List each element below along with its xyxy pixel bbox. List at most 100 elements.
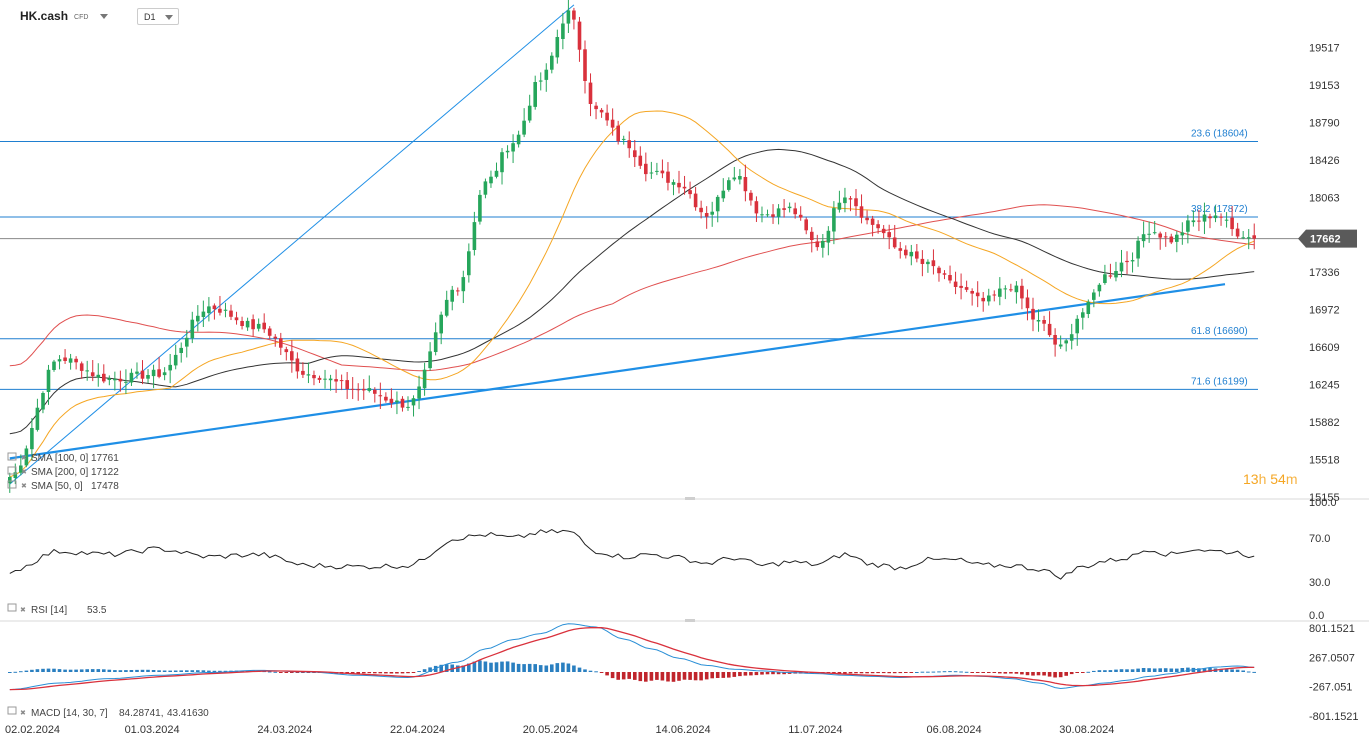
macd-histogram-bar xyxy=(168,670,172,672)
trendline-support xyxy=(9,283,1226,460)
candle-body xyxy=(24,448,29,466)
candle-body xyxy=(693,193,698,208)
macd-histogram-bar xyxy=(46,668,51,672)
candle-body xyxy=(1141,234,1146,242)
chevron-down-icon[interactable] xyxy=(100,13,109,19)
candle-body xyxy=(1136,240,1140,259)
candle-body xyxy=(323,378,327,380)
candle-body xyxy=(339,380,344,382)
candle-body xyxy=(185,337,189,347)
candle-body xyxy=(1224,219,1229,221)
macd-histogram-bar xyxy=(572,665,576,672)
macd-tick-label: 267.0507 xyxy=(1309,652,1355,664)
macd-histogram-bar xyxy=(1152,668,1157,672)
sma-200-line xyxy=(9,204,1255,372)
countdown-minutes-unit: m xyxy=(1285,471,1298,487)
macd-histogram-bar xyxy=(605,672,609,676)
macd-histogram-bar xyxy=(96,669,101,672)
macd-histogram-bar xyxy=(85,669,89,672)
candle-body xyxy=(113,378,117,381)
candle-body xyxy=(267,328,272,336)
macd-histogram-bar xyxy=(124,670,128,672)
candle-body xyxy=(245,320,250,328)
macd-histogram-bar xyxy=(544,665,549,672)
macd-histogram-bar xyxy=(561,662,565,672)
macd-histogram-bar xyxy=(1219,668,1223,672)
macd-histogram-bar xyxy=(1141,668,1146,672)
candle-body xyxy=(638,155,643,166)
candle-body xyxy=(798,214,803,218)
candle-body xyxy=(1108,275,1113,277)
timeframe-select[interactable]: D1 xyxy=(137,8,179,25)
candle-body xyxy=(865,217,869,221)
candle-body xyxy=(1208,216,1212,219)
macd-histogram-bar xyxy=(8,672,12,673)
candle-body xyxy=(312,375,316,379)
candle-body xyxy=(1241,237,1245,239)
candle-body xyxy=(1158,233,1162,238)
candle-body xyxy=(826,230,831,243)
candle-body xyxy=(90,372,95,377)
macd-histogram-bar xyxy=(1158,668,1162,672)
macd-histogram-bar xyxy=(953,671,958,673)
candle-body xyxy=(162,372,167,376)
macd-histogram-bar xyxy=(693,672,698,681)
candle-body xyxy=(627,140,631,149)
macd-histogram-bar xyxy=(566,663,571,672)
macd-histogram-bar xyxy=(157,670,161,672)
candle-body xyxy=(588,82,593,104)
macd-histogram-bar xyxy=(1186,667,1190,672)
macd-histogram-bar xyxy=(1042,672,1046,676)
candle-body xyxy=(173,354,178,366)
rsi-value: 53.5 xyxy=(87,605,107,616)
macd-histogram-bar xyxy=(1003,672,1008,674)
candle-body xyxy=(704,213,709,217)
candle-body xyxy=(406,406,410,408)
macd-histogram-bar xyxy=(1064,672,1068,676)
candle-body xyxy=(96,374,101,378)
macd-histogram-bar xyxy=(1224,669,1229,672)
candle-body xyxy=(8,477,12,484)
candle-body xyxy=(190,319,195,339)
macd-histogram-bar xyxy=(13,671,18,673)
candle-body xyxy=(1042,320,1046,324)
macd-histogram-bar xyxy=(378,672,383,674)
candle-body xyxy=(1031,308,1035,320)
date-tick-label: 20.05.2024 xyxy=(523,724,578,736)
price-tick-label: 15155 xyxy=(1309,492,1340,504)
candle-body xyxy=(229,310,233,317)
candle-body xyxy=(832,208,836,232)
countdown-hours: 13 xyxy=(1243,471,1259,487)
macd-histogram-bar xyxy=(1163,668,1168,672)
candle-body xyxy=(583,49,587,81)
candle-body xyxy=(52,361,56,370)
macd-histogram-bar xyxy=(1069,672,1074,675)
macd-histogram-bar xyxy=(140,669,145,672)
macd-histogram-bar xyxy=(90,669,95,672)
candle-body xyxy=(317,377,322,380)
macd-histogram-bar xyxy=(57,669,62,672)
macd-histogram-bar xyxy=(915,672,919,673)
macd-histogram-bar xyxy=(113,670,117,672)
macd-histogram-bar xyxy=(710,672,714,679)
date-tick-label: 02.02.2024 xyxy=(5,724,60,736)
candle-body xyxy=(345,380,349,389)
macd-histogram-bar xyxy=(1197,668,1201,672)
macd-histogram-bar xyxy=(489,662,493,672)
candle-body xyxy=(251,319,255,330)
macd-histogram-bar xyxy=(290,672,294,673)
macd-histogram-bar xyxy=(704,672,709,680)
candle-body xyxy=(461,277,466,292)
candle-body xyxy=(616,125,620,142)
candle-body xyxy=(1130,260,1135,262)
candle-body xyxy=(373,389,377,394)
candle-body xyxy=(328,378,333,381)
macd-histogram-bar xyxy=(500,661,504,672)
symbol-selector[interactable]: HK.cash CFD xyxy=(20,9,109,23)
candle-body xyxy=(151,369,156,377)
indicator-value: 17478 xyxy=(91,481,119,492)
candle-body xyxy=(35,407,40,430)
macd-histogram-bar xyxy=(859,672,864,674)
